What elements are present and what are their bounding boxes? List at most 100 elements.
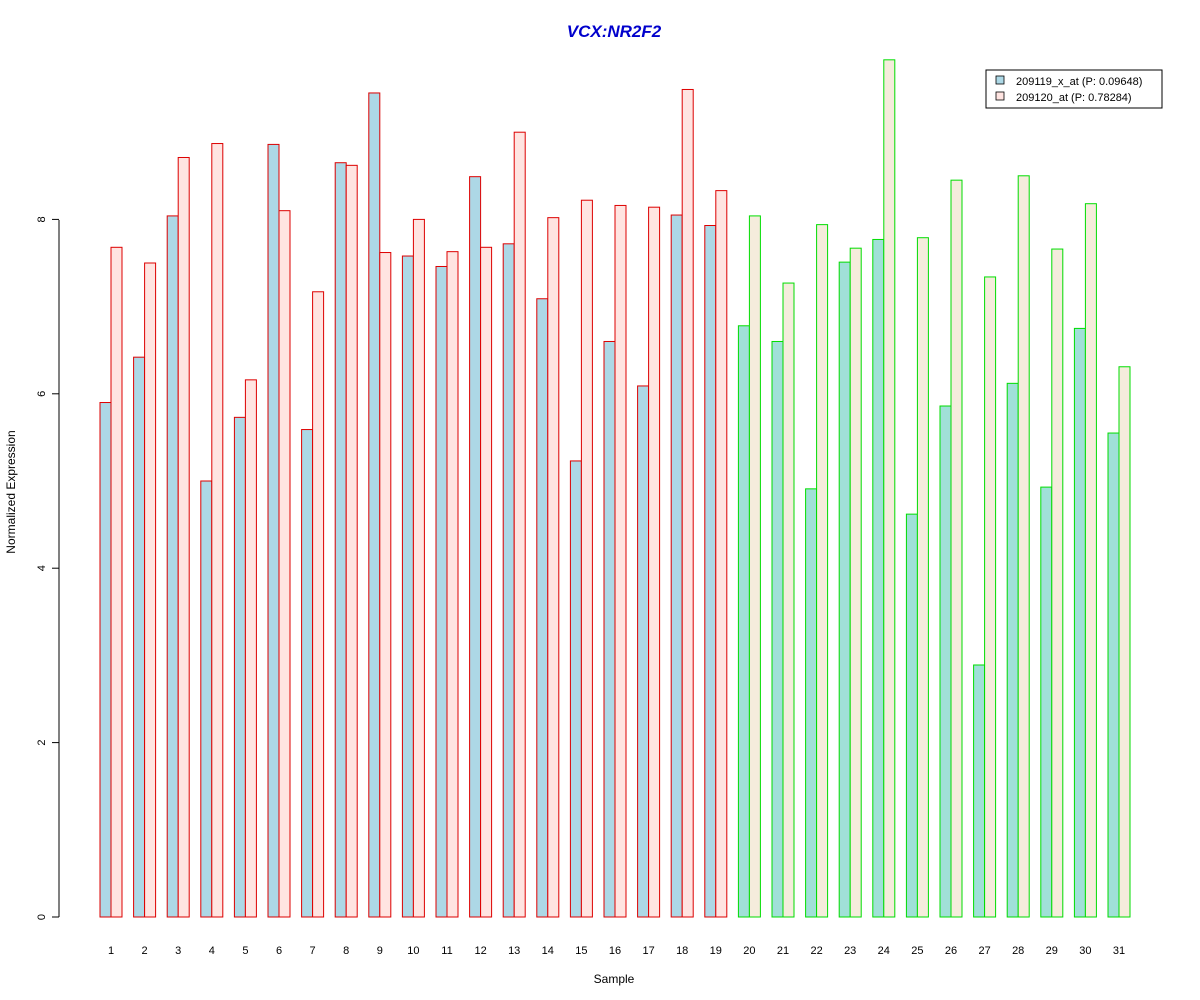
- bar-sample-16-series-2: [614, 204, 627, 918]
- bar-sample-1-series-2: [110, 246, 123, 918]
- y-axis: 0 2 4 6 8: [36, 216, 60, 920]
- chart-title: VCX:NR2F2: [567, 22, 662, 41]
- bar-sample-11-series-1: [435, 265, 448, 918]
- bar-sample-10-series-2: [412, 218, 425, 918]
- bar-sample-11-series-2: [446, 251, 459, 918]
- x-tick-label: 2: [142, 945, 148, 957]
- y-axis-label: Normalized Expression: [4, 430, 18, 553]
- x-tick-label: 21: [777, 945, 789, 957]
- x-tick-label: 16: [609, 945, 621, 957]
- legend-label-2: 209120_at (P: 0.78284): [1016, 92, 1132, 104]
- bar-sample-28-series-2: [1017, 175, 1030, 918]
- bar-sample-12-series-1: [469, 176, 482, 918]
- bar-sample-3-series-2: [177, 156, 190, 918]
- bar-sample-15-series-2: [580, 199, 593, 918]
- bar-sample-20-series-2: [748, 215, 761, 918]
- legend: 209119_x_at (P: 0.09648) 209120_at (P: 0…: [985, 69, 1163, 109]
- bar-sample-17-series-1: [637, 385, 650, 918]
- bar-sample-7-series-2: [312, 291, 325, 918]
- y-tick-label: 8: [36, 216, 48, 222]
- x-tick-label: 30: [1079, 945, 1091, 957]
- x-tick-label: 22: [810, 945, 822, 957]
- bar-sample-14-series-2: [547, 217, 560, 918]
- x-tick-label: 29: [1046, 945, 1058, 957]
- y-tick-label: 2: [36, 740, 48, 746]
- x-tick-label: 23: [844, 945, 856, 957]
- bar-sample-29-series-1: [1040, 486, 1053, 918]
- x-tick-label: 28: [1012, 945, 1024, 957]
- bar-sample-8-series-1: [334, 162, 347, 918]
- bar-sample-6-series-2: [278, 210, 291, 918]
- x-tick-label: 12: [474, 945, 486, 957]
- bar-sample-19-series-2: [715, 190, 728, 918]
- x-tick-label: 10: [407, 945, 419, 957]
- bar-sample-18-series-2: [681, 88, 694, 918]
- x-tick-label: 4: [209, 945, 215, 957]
- x-tick-label: 17: [642, 945, 654, 957]
- bar-sample-24-series-2: [883, 59, 896, 918]
- x-tick-label: 24: [878, 945, 890, 957]
- bar-sample-9-series-1: [368, 92, 381, 918]
- bar-sample-2-series-2: [144, 262, 157, 918]
- legend-label-1: 209119_x_at (P: 0.09648): [1016, 76, 1142, 88]
- bar-sample-13-series-1: [502, 243, 515, 918]
- bar-sample-2-series-1: [133, 356, 146, 918]
- x-tick-label: 27: [978, 945, 990, 957]
- bar-sample-22-series-1: [805, 488, 818, 918]
- x-tick-label: 19: [710, 945, 722, 957]
- bar-sample-29-series-2: [1051, 248, 1064, 918]
- bar-sample-14-series-1: [536, 298, 549, 918]
- x-tick-label: 15: [575, 945, 587, 957]
- bar-sample-20-series-1: [737, 325, 750, 918]
- bar-sample-28-series-1: [1006, 382, 1019, 918]
- y-tick-label: 0: [36, 914, 48, 920]
- y-tick-label: 6: [36, 391, 48, 397]
- x-tick-label: 26: [945, 945, 957, 957]
- x-tick-label: 8: [343, 945, 349, 957]
- bar-sample-17-series-2: [648, 206, 661, 918]
- x-tick-label: 25: [911, 945, 923, 957]
- bar-sample-26-series-2: [950, 179, 963, 918]
- legend-swatch-2: [995, 91, 1005, 101]
- x-tick-label: 13: [508, 945, 520, 957]
- x-tick-label: 31: [1113, 945, 1125, 957]
- y-tick-label: 4: [36, 565, 48, 571]
- bar-sample-6-series-1: [267, 143, 280, 918]
- bar-sample-9-series-2: [379, 252, 392, 918]
- bar-sample-8-series-2: [345, 164, 358, 918]
- x-tick-label: 7: [310, 945, 316, 957]
- x-tick-label: 3: [175, 945, 181, 957]
- bar-sample-5-series-1: [233, 416, 246, 918]
- bar-sample-23-series-1: [838, 261, 851, 918]
- bar-sample-25-series-2: [916, 237, 929, 918]
- bar-sample-27-series-1: [973, 664, 986, 918]
- x-tick-label: 5: [242, 945, 248, 957]
- x-tick-label: 1: [108, 945, 114, 957]
- bar-sample-10-series-1: [401, 255, 414, 918]
- bar-sample-30-series-2: [1084, 203, 1097, 918]
- x-axis-label: Sample: [594, 972, 635, 986]
- bar-sample-21-series-1: [771, 340, 784, 918]
- x-tick-label: 14: [542, 945, 554, 957]
- bar-sample-12-series-2: [480, 246, 493, 918]
- bar-sample-23-series-2: [849, 247, 862, 918]
- bar-sample-27-series-2: [984, 276, 997, 918]
- x-tick-label: 18: [676, 945, 688, 957]
- bar-sample-4-series-1: [200, 480, 213, 918]
- bar-sample-31-series-1: [1107, 432, 1120, 918]
- bar-sample-3-series-1: [166, 215, 179, 918]
- bars: [99, 59, 1131, 918]
- bar-sample-1-series-1: [99, 402, 112, 918]
- bar-sample-13-series-2: [513, 131, 526, 918]
- x-tick-label: 9: [377, 945, 383, 957]
- x-tick-label: 20: [743, 945, 755, 957]
- bar-sample-24-series-1: [872, 238, 885, 918]
- y-ticks: 0 2 4 6 8: [36, 216, 59, 920]
- legend-swatch-1: [995, 75, 1005, 85]
- bar-sample-19-series-1: [704, 225, 717, 918]
- bar-sample-31-series-2: [1118, 366, 1131, 918]
- bar-sample-15-series-1: [569, 460, 582, 918]
- bar-sample-7-series-1: [301, 429, 314, 918]
- bar-sample-22-series-2: [816, 224, 829, 918]
